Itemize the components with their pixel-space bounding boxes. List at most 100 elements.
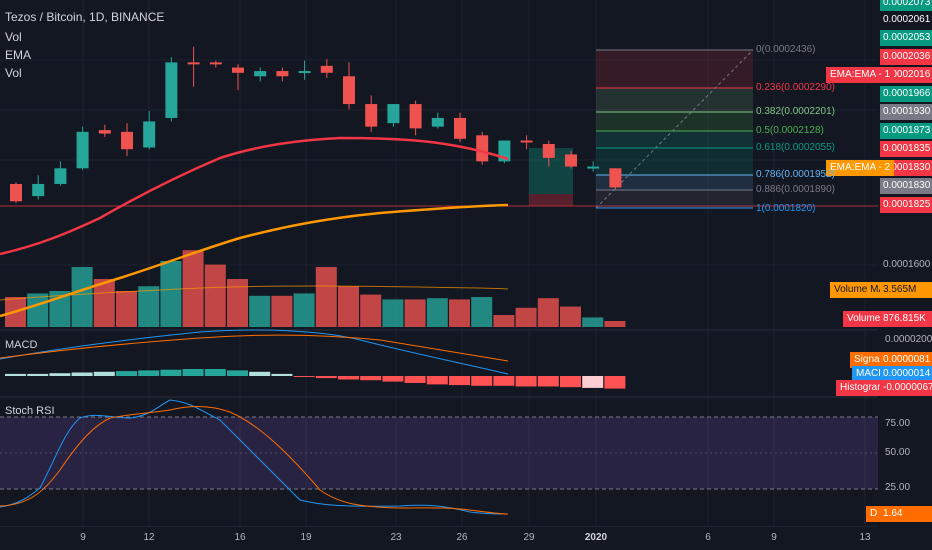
volume-bar <box>560 306 581 327</box>
candle-body <box>54 168 67 184</box>
fib-label: 1(0.0001820) <box>756 203 816 214</box>
candle-body <box>587 166 600 169</box>
candle-body <box>76 131 89 169</box>
candle-body <box>320 65 333 73</box>
volume-tag: Volume <box>843 311 885 327</box>
candle-body <box>187 62 200 65</box>
time-tick: 29 <box>523 532 535 543</box>
fib-label: 0(0.0002436) <box>756 44 816 55</box>
candle-body <box>454 117 466 139</box>
candles-group <box>10 46 622 204</box>
time-tick: 2020 <box>584 532 608 543</box>
histogram-tag: Histogram <box>836 380 890 396</box>
volume-label: Volume <box>847 313 881 324</box>
price-label: 0.0002073 <box>880 0 932 11</box>
volume-bar <box>382 299 404 327</box>
time-tick: 6 <box>705 532 711 543</box>
indicator-vol-label[interactable]: Vol <box>5 30 22 44</box>
macd-histogram-bar <box>537 376 559 387</box>
macd-histogram-bar <box>315 376 337 379</box>
macd-histogram-bar <box>338 376 359 380</box>
macd-histogram-bar <box>449 376 470 386</box>
macd-line <box>0 329 509 375</box>
volume-bar <box>93 279 115 327</box>
volume-ma-tag: Volume MA <box>830 282 890 298</box>
volume-bar <box>426 298 448 327</box>
candle-body <box>565 154 577 167</box>
indicator-ema-label[interactable]: EMA <box>5 48 32 62</box>
macd-histogram-bar <box>382 376 404 382</box>
time-tick: 13 <box>859 532 871 543</box>
volume-bar <box>293 293 315 327</box>
candle-body <box>165 62 178 118</box>
candle-body <box>98 130 111 134</box>
price-label: 0.0002053 <box>880 30 932 46</box>
candle-body <box>10 183 22 202</box>
macd-histogram-bar <box>471 376 493 386</box>
macd-histogram-bar <box>582 376 604 388</box>
macd-histogram-bar <box>515 376 537 387</box>
signal-line <box>0 334 509 362</box>
stoch-rsi-title[interactable]: Stoch RSI <box>5 405 55 417</box>
candle-body <box>298 71 311 74</box>
volume-bar <box>138 286 160 327</box>
candle-body <box>232 67 244 73</box>
volume-ma-label: Volume MA <box>834 284 886 295</box>
fib-label: 0.618(0.0002055) <box>756 142 835 153</box>
volume-bars-group <box>5 250 626 327</box>
candle-body <box>343 76 355 105</box>
rsi-level-75: 75.00 <box>885 418 911 429</box>
time-tick: 12 <box>143 532 155 543</box>
macd-axis-top: 0.0000200 <box>885 334 932 345</box>
volume-bar <box>493 315 515 327</box>
macd-histogram-bar <box>360 376 382 381</box>
volume-bar <box>227 279 248 327</box>
volume-bar <box>71 267 93 327</box>
candle-body <box>476 135 489 162</box>
macd-histogram-bar <box>5 373 26 376</box>
candle-body <box>409 104 422 129</box>
macd-histogram-bar <box>49 373 71 376</box>
signal-value: 0.0000081 <box>880 352 932 368</box>
volume-bar <box>404 299 426 327</box>
macd-histogram-bar <box>249 371 271 376</box>
main-chart[interactable] <box>0 0 878 527</box>
macd-histogram-bar <box>404 376 426 383</box>
ema-2-tag: EMA:EMA - 2 <box>826 160 895 176</box>
time-tick: 9 <box>80 532 86 543</box>
candle-body <box>209 62 222 65</box>
macd-histogram-bar <box>93 371 115 376</box>
stoch-k-line <box>0 399 509 515</box>
volume-ma-line <box>0 285 509 301</box>
fib-label: 0.382(0.0002201) <box>756 106 835 117</box>
macd-value: 0.0000014 <box>880 366 932 382</box>
time-tick: 19 <box>300 532 312 543</box>
price-label: 0.0001835 <box>880 141 932 157</box>
macd-title[interactable]: MACD <box>5 339 38 351</box>
fib-label: 0.786(0.0001952) <box>756 169 835 180</box>
d-value: 1.64 <box>880 506 932 522</box>
macd-histogram <box>5 369 626 389</box>
candle-body <box>542 144 555 158</box>
price-label: 0.0002036 <box>880 49 932 65</box>
macd-histogram-bar <box>560 376 581 388</box>
price-label: 0.0002061 <box>880 12 932 28</box>
volume-bar <box>360 294 382 327</box>
histogram-value: -0.0000067 <box>880 380 932 396</box>
time-tick: 23 <box>390 532 402 543</box>
volume-bar <box>515 307 537 327</box>
ema-1-line <box>0 136 509 256</box>
d-tag: D <box>866 506 882 522</box>
candle-body <box>121 131 133 150</box>
stoch-d-line <box>0 406 509 515</box>
ema-1-tag: EMA:EMA - 1 <box>826 67 895 83</box>
macd-histogram-bar <box>160 369 182 376</box>
volume-ma-value: 3.565M <box>880 282 932 298</box>
macd-histogram-bar <box>182 369 204 376</box>
volume-bar <box>449 299 470 327</box>
indicator-vol2-label[interactable]: Vol <box>5 66 22 80</box>
fib-retracement[interactable] <box>595 49 754 209</box>
candle-body <box>387 104 400 124</box>
macd-histogram-bar <box>204 369 226 376</box>
stop-zone <box>529 194 573 206</box>
